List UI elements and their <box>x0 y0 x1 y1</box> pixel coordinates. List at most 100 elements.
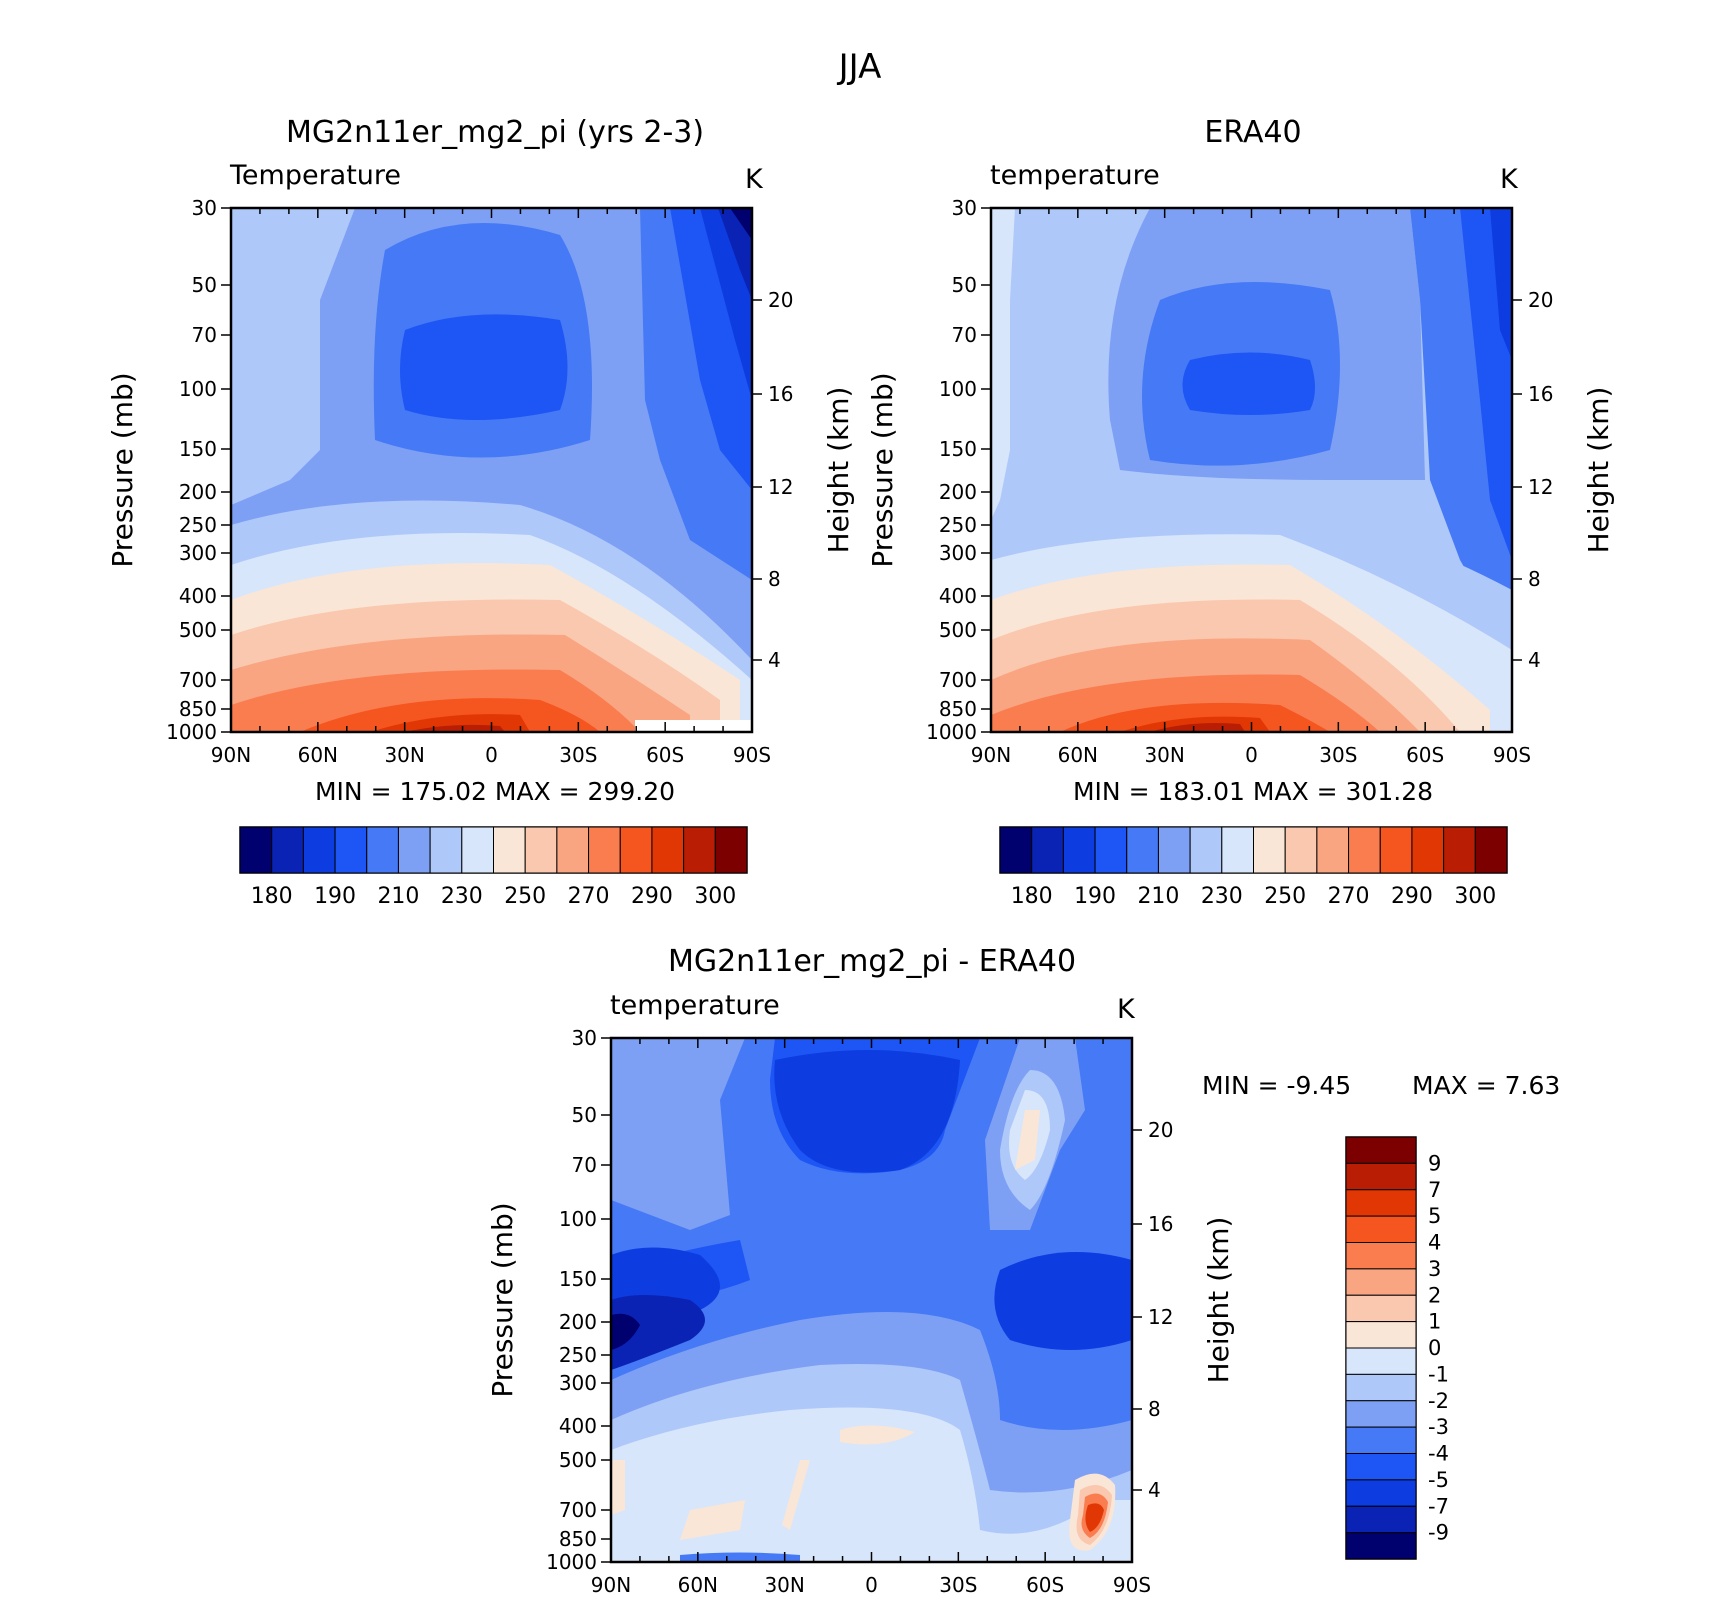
colorbar-box <box>1345 1426 1417 1454</box>
colorbar-box <box>1411 826 1445 874</box>
x-tick-label: 60S <box>646 743 684 767</box>
colorbar-box <box>1345 1294 1417 1323</box>
colorbar-box <box>334 826 368 874</box>
colorbar-box <box>556 826 590 874</box>
colorbar-box <box>1345 1479 1417 1507</box>
colorbar-label: 300 <box>694 884 736 909</box>
x-tick-label: 0 <box>1245 743 1258 767</box>
x-tick-label: 30S <box>559 743 597 767</box>
x-tick-label: 90S <box>733 743 771 767</box>
colorbar-label: -4 <box>1428 1442 1449 1466</box>
colorbar-box <box>1253 826 1286 874</box>
colorbar-box <box>683 826 716 874</box>
y-tick-label: 850 <box>179 697 217 721</box>
colorbar-box <box>239 826 273 874</box>
colorbar-box <box>1345 1189 1417 1217</box>
colorbar-boxes: 180 190 210 230 250 270 290 300 <box>999 826 1508 909</box>
y-tick-label: 200 <box>179 480 217 504</box>
y-tick-label: 30 <box>952 196 977 220</box>
x-tick-label: 90N <box>971 743 1011 767</box>
colorbar-label: 250 <box>1264 884 1306 909</box>
colorbar-label: 9 <box>1428 1151 1441 1175</box>
x-tick-label: 0 <box>865 1573 878 1597</box>
colorbar-label: -7 <box>1428 1494 1449 1518</box>
y-tick-label-right: 16 <box>1148 1212 1173 1236</box>
y-tick-label: 300 <box>939 541 977 565</box>
y-tick-label: 200 <box>559 1310 597 1334</box>
contour-band <box>680 1552 800 1562</box>
colorbar-box <box>1345 1136 1417 1164</box>
y-tick-label: 70 <box>192 323 217 347</box>
colorbar-box <box>651 826 685 874</box>
y-tick-label-right: 16 <box>768 382 793 406</box>
x-tick-label: 90S <box>1493 743 1531 767</box>
colorbar-box <box>588 826 621 874</box>
colorbar-box <box>1157 826 1191 874</box>
x-tick-label: 90S <box>1113 1573 1151 1597</box>
colorbar-box <box>1379 826 1413 874</box>
panel-subtitle-right: K <box>1117 994 1136 1025</box>
y-tick-label: 700 <box>559 1498 597 1522</box>
colorbar-box <box>1345 1242 1417 1270</box>
y-tick-label-right: 16 <box>1528 382 1553 406</box>
contour-band <box>991 208 1015 520</box>
colorbar-box <box>1126 826 1159 874</box>
x-tick-label: 30N <box>1144 743 1184 767</box>
y-tick-label: 850 <box>939 697 977 721</box>
y-tick-label-right: 8 <box>1528 567 1541 591</box>
y-tick-label-right: 4 <box>1148 1478 1161 1502</box>
y-tick-label-right: 20 <box>768 288 793 312</box>
colorbar-label: 230 <box>1201 884 1243 909</box>
contour-band <box>1015 1110 1040 1170</box>
colorbar-label: -5 <box>1428 1468 1449 1492</box>
y-tick-label: 70 <box>952 323 977 347</box>
panel-subtitle-left: Temperature <box>229 160 401 191</box>
colorbar-box <box>366 826 399 874</box>
colorbar-box <box>1443 826 1476 874</box>
y-tick-label: 150 <box>179 437 217 461</box>
colorbar-label: 5 <box>1428 1204 1441 1228</box>
contour-band <box>1182 352 1315 415</box>
y-tick-label: 30 <box>572 1026 597 1050</box>
colorbar-box <box>1345 1215 1417 1243</box>
colorbar-box <box>397 826 431 874</box>
y-tick-label: 400 <box>939 584 977 608</box>
y-axis-title: Pressure (mb) <box>106 372 139 567</box>
y-tick-label: 300 <box>179 541 217 565</box>
y-tick-label: 50 <box>192 273 217 297</box>
colorbar-label: 1 <box>1428 1310 1441 1334</box>
y-tick-label: 400 <box>179 584 217 608</box>
y-axis-title-right: Height (km) <box>1582 387 1615 554</box>
x-tick-label: 60N <box>1058 743 1098 767</box>
x-tick-label: 90N <box>591 1573 631 1597</box>
contour-band <box>774 1050 960 1173</box>
panel-difference: MG2n11er_mg2_pi - ERA40 temperature K <box>486 944 1560 1564</box>
colorbar-box <box>1221 826 1254 874</box>
colorbar-label: 2 <box>1428 1283 1441 1307</box>
x-tick-label: 90N <box>211 743 251 767</box>
contour-band <box>680 1500 745 1540</box>
colorbar-label: 190 <box>1074 884 1116 909</box>
y-axis-title-right: Height (km) <box>822 387 855 554</box>
stats-text: MIN = 175.02 MAX = 299.20 <box>315 777 675 806</box>
x-tick-label: 30N <box>764 1573 804 1597</box>
x-tick-label: 30S <box>939 1573 977 1597</box>
y-tick-label-right: 20 <box>1528 288 1553 312</box>
x-tick-label: 60S <box>1026 1573 1064 1597</box>
y-tick-label-right: 4 <box>1528 648 1541 672</box>
y-axis-title: Pressure (mb) <box>866 372 899 567</box>
colorbar-box <box>1345 1532 1417 1560</box>
colorbar-box <box>1345 1347 1417 1375</box>
panel-title: MG2n11er_mg2_pi - ERA40 <box>668 944 1076 979</box>
colorbar-label: -2 <box>1428 1389 1449 1413</box>
colorbar-box <box>1345 1162 1417 1191</box>
colorbar-boxes: 180 190 210 230 250 270 290 300 <box>239 826 748 909</box>
colorbar-label: 190 <box>314 884 356 909</box>
y-tick-label-right: 12 <box>1148 1305 1173 1329</box>
contour-band <box>782 1460 810 1530</box>
colorbar-box <box>1094 826 1128 874</box>
y-axis-title-right: Height (km) <box>1202 1217 1235 1384</box>
y-tick-label: 500 <box>179 618 217 642</box>
contour-fill <box>989 206 1514 734</box>
